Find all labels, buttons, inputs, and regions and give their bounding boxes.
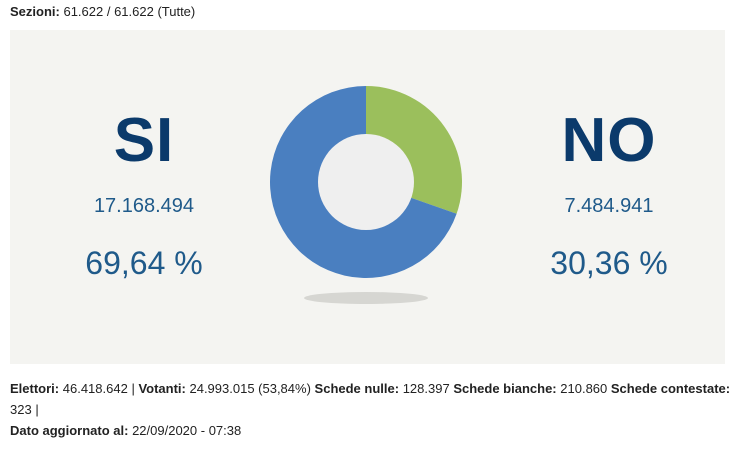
elettori-label: Elettori: (10, 381, 60, 396)
elettori-value: 46.418.642 (62, 381, 128, 396)
aggiornato-value: 22/09/2020 - 07:38 (132, 423, 242, 438)
nulle-value: 128.397 (402, 381, 450, 396)
no-votes: 7.484.941 (564, 195, 654, 217)
donut-chart (270, 86, 462, 304)
results-panel: SI 17.168.494 69,64 % NO 7.484.941 30,36… (10, 30, 725, 364)
donut-hole (318, 134, 414, 230)
sezioni-line: Sezioni: 61.622 / 61.622 (Tutte) (10, 4, 195, 19)
contestate-label: Schede contestate: (610, 381, 731, 396)
si-votes: 17.168.494 (93, 195, 195, 217)
aggiornato-label: Dato aggiornato al: (10, 423, 129, 438)
nulle-label: Schede nulle: (314, 381, 400, 396)
footer-line-1: Elettori: 46.418.642 | Votanti: 24.993.0… (10, 381, 731, 417)
sezioni-label: Sezioni: (10, 4, 60, 19)
bianche-value: 210.860 (560, 381, 608, 396)
contestate-value: 323 (10, 402, 32, 417)
si-percent: 69,64 % (85, 245, 203, 281)
footer-stats: Elettori: 46.418.642 | Votanti: 24.993.0… (10, 378, 740, 441)
no-percent: 30,36 % (550, 245, 668, 281)
sezioni-value: 61.622 / 61.622 (Tutte) (63, 4, 196, 19)
votanti-label: Votanti: (138, 381, 186, 396)
footer-line-2: Dato aggiornato al: 22/09/2020 - 07:38 (10, 420, 740, 441)
votanti-value: 24.993.015 (53,84%) (189, 381, 311, 396)
no-label: NO (561, 106, 657, 175)
si-label: SI (113, 106, 175, 175)
bianche-label: Schede bianche: (453, 381, 557, 396)
chart-shadow (304, 292, 428, 304)
